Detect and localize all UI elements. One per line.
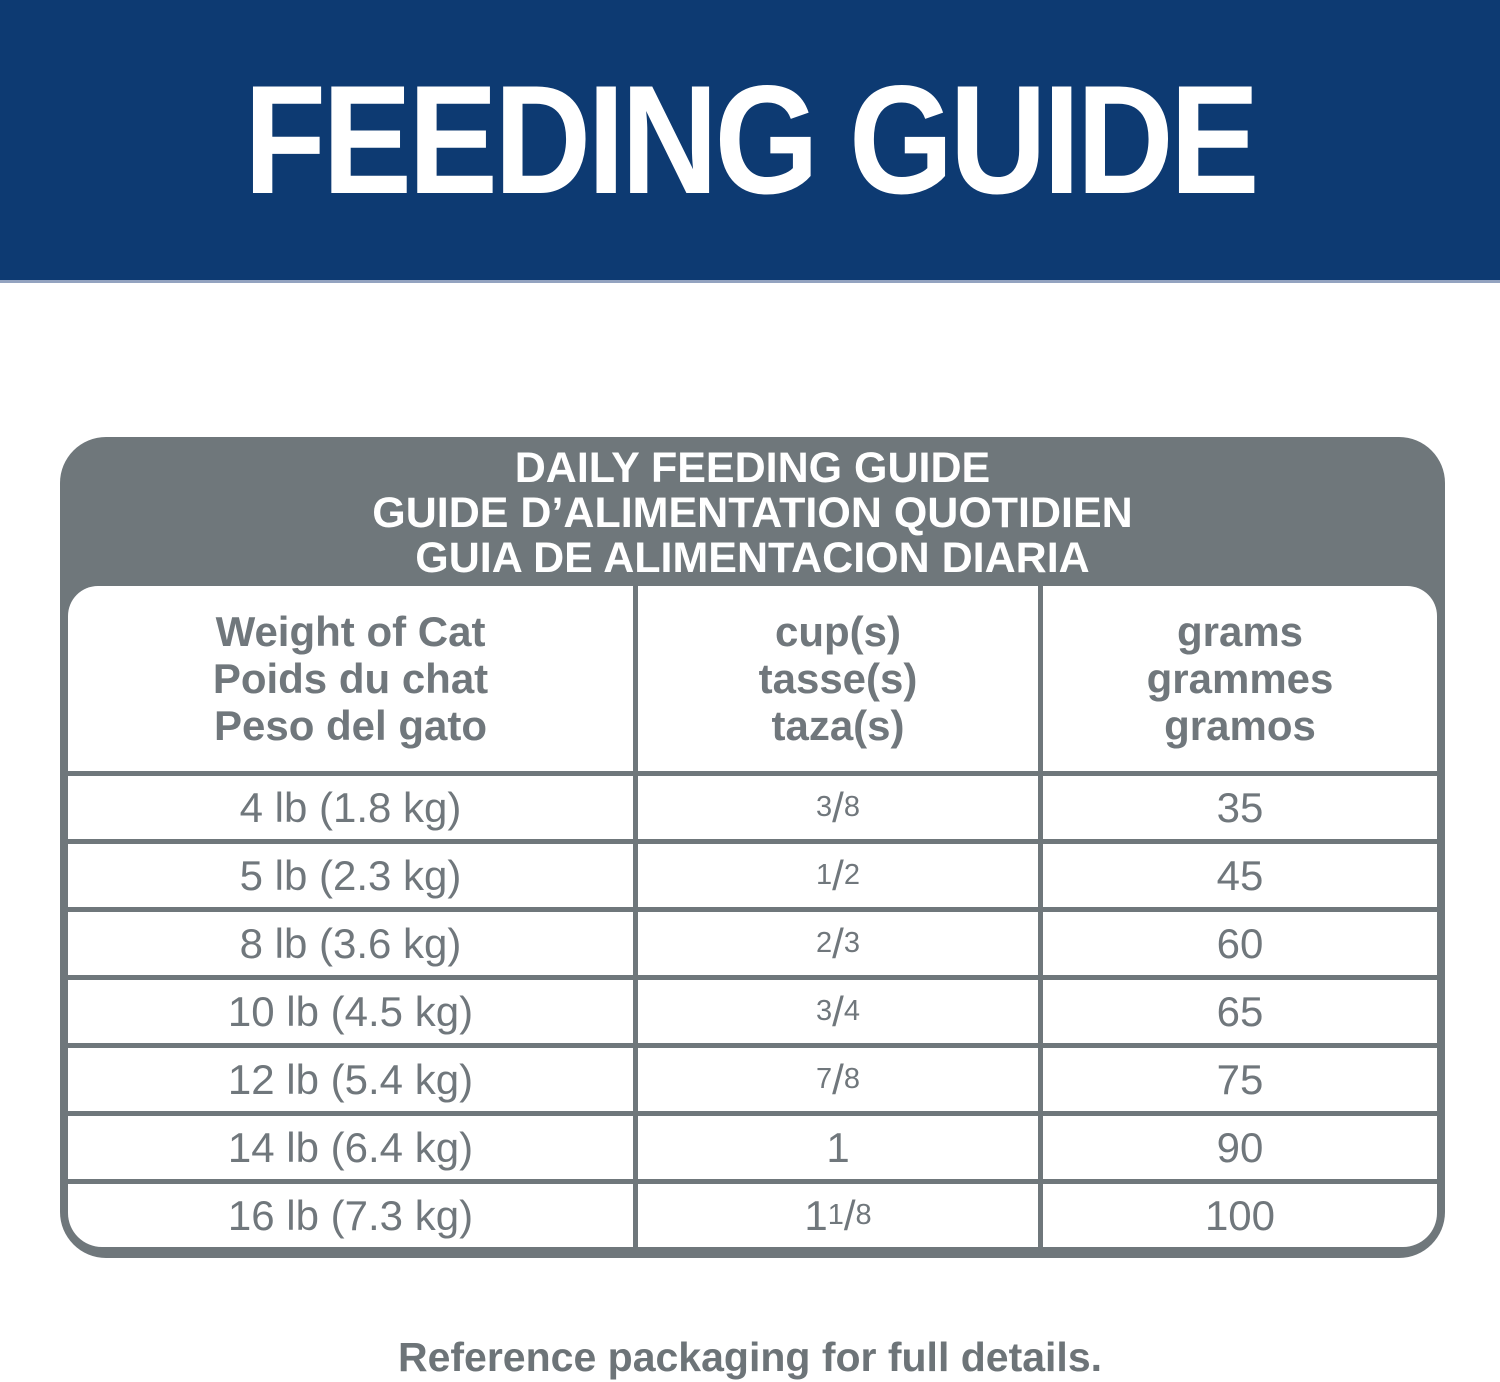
cups-slash: / [832,919,844,967]
table-grid: Weight of Cat Poids du chat Peso del gat… [68,586,1437,1247]
footnote: Reference packaging for full details. [0,1334,1500,1381]
cups-denominator: 3 [843,927,860,959]
grams-header-es: gramos [1164,702,1316,749]
cups-slash: / [843,1191,856,1239]
cups-slash: / [832,1055,844,1103]
cups-slash: / [832,987,844,1035]
cups-numerator: 3 [816,791,833,823]
grams-cell: 35 [1043,776,1437,839]
weight-header-fr: Poids du chat [212,655,489,702]
banner: FEEDING GUIDE [0,0,1500,283]
daily-feeding-guide-table: DAILY FEEDING GUIDE GUIDE D’ALIMENTATION… [60,437,1445,1258]
cups-denominator: 8 [843,791,860,823]
cups-cell: 3/4 [638,980,1038,1043]
cups-numerator: 2 [816,927,833,959]
grams-cell: 75 [1043,1048,1437,1111]
weight-cell: 10 lb (4.5 kg) [68,980,633,1043]
table-title-spanish: GUIA DE ALIMENTACION DIARIA [415,534,1090,582]
weight-cell: 8 lb (3.6 kg) [68,912,633,975]
grams-cell: 65 [1043,980,1437,1043]
cups-denominator: 8 [843,1063,860,1095]
cups-header-fr: tasse(s) [758,655,918,702]
cups-slash: / [832,783,844,831]
cups-cell: 3/8 [638,776,1038,839]
cups-header-en: cup(s) [775,608,901,655]
weight-cell: 12 lb (5.4 kg) [68,1048,633,1111]
cups-denominator: 8 [855,1199,872,1231]
weight-column-header: Weight of Cat Poids du chat Peso del gat… [68,586,633,771]
cups-cell: 1 [638,1116,1038,1179]
cups-cell: 1 1/8 [638,1184,1038,1247]
grams-header-en: grams [1176,608,1304,655]
weight-header-en: Weight of Cat [215,608,486,655]
grams-cell: 60 [1043,912,1437,975]
weight-cell: 5 lb (2.3 kg) [68,844,633,907]
cups-cell: 1/2 [638,844,1038,907]
table-title-french: GUIDE D’ALIMENTATION QUOTIDIEN [372,489,1133,537]
cups-numerator: 1 [827,1199,844,1231]
footnote-text: Reference packaging for full details. [397,1334,1103,1380]
weight-cell: 14 lb (6.4 kg) [68,1116,633,1179]
table-title: DAILY FEEDING GUIDE GUIDE D’ALIMENTATION… [68,437,1437,586]
grams-cell: 90 [1043,1116,1437,1179]
weight-cell: 16 lb (7.3 kg) [68,1184,633,1247]
cups-whole: 1 [804,1191,828,1239]
page-title: FEEDING GUIDE [244,53,1260,226]
grams-header-fr: grammes [1146,655,1334,702]
cups-numerator: 3 [816,995,833,1027]
grams-cell: 100 [1043,1184,1437,1247]
cups-numerator: 7 [816,1063,833,1095]
cups-cell: 7/8 [638,1048,1038,1111]
grams-cell: 45 [1043,844,1437,907]
table-title-english: DAILY FEEDING GUIDE [514,444,991,492]
weight-cell: 4 lb (1.8 kg) [68,776,633,839]
grams-column-header: grams grammes gramos [1043,586,1437,771]
cups-whole: 1 [826,1123,850,1171]
cups-denominator: 2 [843,859,860,891]
cups-cell: 2/3 [638,912,1038,975]
cups-column-header: cup(s) tasse(s) taza(s) [638,586,1038,771]
cups-header-es: taza(s) [771,702,905,749]
weight-header-es: Peso del gato [213,702,488,749]
cups-slash: / [832,851,844,899]
cups-denominator: 4 [843,995,860,1027]
cups-numerator: 1 [816,859,833,891]
